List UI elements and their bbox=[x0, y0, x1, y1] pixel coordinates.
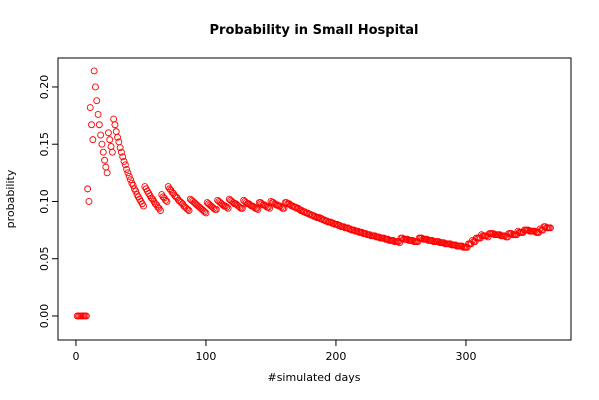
point bbox=[264, 203, 272, 211]
point bbox=[88, 121, 95, 129]
y-tick-label: 0.00 bbox=[38, 304, 51, 329]
point bbox=[99, 148, 107, 156]
point bbox=[238, 204, 246, 212]
point bbox=[223, 203, 231, 211]
y-tick-label: 0.10 bbox=[38, 189, 51, 214]
point bbox=[121, 161, 129, 169]
point bbox=[124, 169, 132, 177]
point bbox=[120, 157, 128, 165]
x-tick-label: 200 bbox=[325, 350, 346, 363]
point bbox=[132, 187, 140, 195]
point bbox=[127, 176, 134, 184]
plot-box bbox=[57, 57, 572, 341]
point bbox=[90, 67, 98, 75]
x-tick-label: 100 bbox=[195, 350, 216, 363]
point bbox=[163, 198, 171, 205]
point bbox=[85, 198, 93, 205]
point bbox=[212, 206, 220, 213]
x-axis-label: #simulated days bbox=[267, 371, 360, 384]
chart-title: Probability in Small Hospital bbox=[210, 23, 419, 38]
point bbox=[140, 202, 147, 210]
point bbox=[97, 131, 105, 139]
point bbox=[98, 140, 106, 148]
point bbox=[95, 121, 103, 129]
point bbox=[185, 207, 193, 215]
point bbox=[202, 209, 210, 217]
point bbox=[117, 148, 125, 156]
point bbox=[224, 204, 232, 212]
point bbox=[266, 204, 274, 212]
point bbox=[162, 196, 170, 204]
point bbox=[94, 110, 102, 118]
point bbox=[82, 312, 90, 320]
point bbox=[91, 83, 99, 91]
point bbox=[184, 206, 192, 213]
point bbox=[86, 104, 94, 112]
x-tick-label: 0 bbox=[72, 350, 79, 363]
x-tick-label: 300 bbox=[455, 350, 476, 363]
point bbox=[84, 185, 92, 193]
point bbox=[201, 208, 209, 216]
point bbox=[116, 144, 124, 152]
y-tick-label: 0.20 bbox=[38, 75, 51, 100]
point bbox=[119, 153, 127, 161]
point bbox=[114, 133, 121, 141]
point bbox=[547, 224, 554, 232]
point bbox=[93, 97, 101, 105]
point bbox=[106, 136, 114, 144]
point bbox=[103, 169, 111, 177]
y-axis-label: probability bbox=[4, 169, 17, 228]
point bbox=[129, 181, 137, 189]
point bbox=[156, 207, 164, 215]
point bbox=[101, 156, 108, 164]
y-tick-label: 0.05 bbox=[38, 246, 51, 271]
point bbox=[254, 206, 262, 213]
point bbox=[253, 204, 261, 212]
y-tick-label: 0.15 bbox=[38, 132, 51, 157]
point bbox=[111, 121, 119, 129]
point bbox=[125, 172, 133, 180]
point bbox=[102, 163, 110, 171]
point bbox=[112, 128, 120, 136]
point bbox=[123, 165, 131, 173]
point bbox=[104, 129, 112, 137]
point bbox=[107, 143, 115, 150]
point bbox=[108, 148, 116, 156]
point bbox=[110, 115, 118, 123]
point bbox=[89, 136, 97, 144]
